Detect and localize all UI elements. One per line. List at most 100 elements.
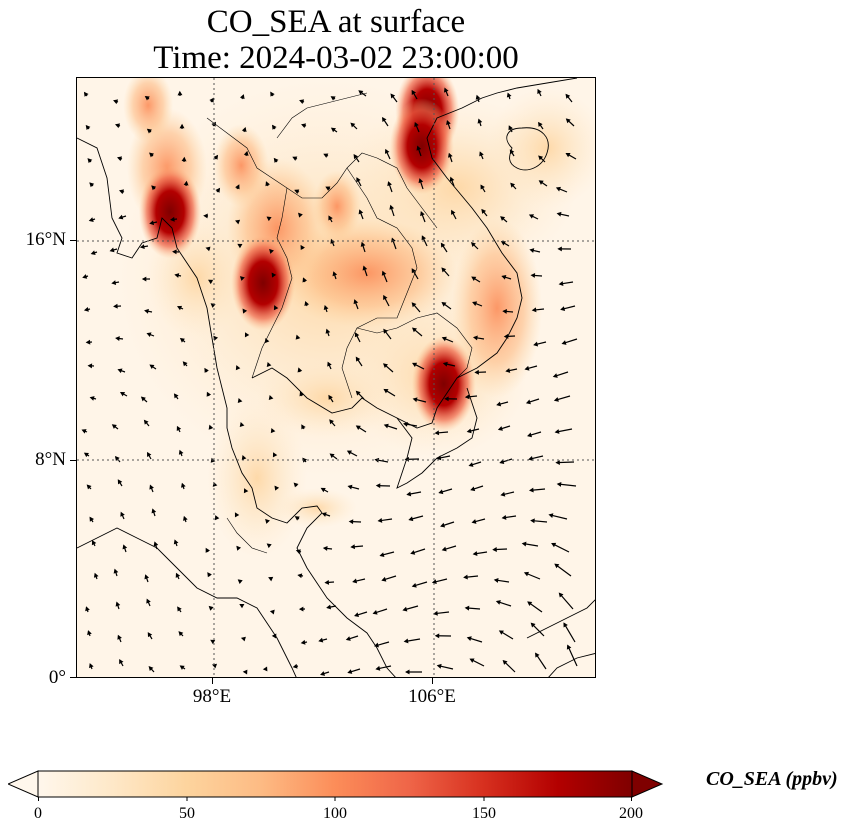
wind-arrow-head (548, 513, 554, 518)
wind-arrow-head (441, 302, 447, 307)
wind-arrow-head (264, 338, 270, 344)
co-hotspot (231, 234, 296, 331)
wind-arrow-head (297, 367, 303, 373)
wind-arrow-head (272, 124, 277, 130)
wind-arrow-head (91, 540, 97, 546)
wind-arrow-head (347, 669, 353, 674)
wind-arrow (567, 645, 578, 667)
wind-arrow-head (115, 601, 121, 607)
wind-arrow-head (500, 241, 506, 246)
wind-arrow-head (535, 652, 540, 658)
wind-arrow-head (298, 606, 304, 612)
wind-arrow-head (114, 455, 120, 461)
wind-arrow-head (82, 274, 88, 279)
wind-arrow-head (117, 368, 123, 374)
wind-arrow-head (170, 216, 175, 222)
wind-arrow-head (354, 332, 360, 338)
wind-arrow-head (358, 209, 364, 215)
lat-label-16n: 16°N (25, 229, 66, 250)
wind-arrow-head (406, 491, 412, 497)
wind-arrow-head (464, 394, 470, 400)
map-canvas (77, 78, 595, 677)
wind-arrow-head (373, 642, 379, 648)
wind-arrow-head (147, 451, 152, 457)
wind-arrow-head (88, 217, 94, 222)
wind-arrow-head (552, 373, 558, 378)
wind-arrow-head (474, 369, 479, 375)
wind-arrow-head (530, 518, 535, 524)
wind-arrow-head (565, 93, 571, 99)
wind-arrow-head (449, 176, 455, 182)
wind-arrow-head (122, 544, 128, 550)
wind-arrow-head (499, 459, 505, 464)
wind-arrow-head (557, 246, 562, 252)
wind-arrow-head (266, 216, 272, 222)
wind-arrow-head (355, 425, 361, 430)
wind-arrow-head (403, 638, 409, 644)
wind-arrow-head (403, 421, 408, 427)
wind-arrow-head (411, 327, 417, 333)
wind-arrow-head (433, 610, 438, 616)
wind-arrow-head (179, 665, 185, 670)
wind-arrow-head (242, 669, 248, 675)
wind-arrow-head (556, 211, 562, 217)
lat-tick (70, 677, 76, 678)
wind-arrow-head (389, 204, 395, 210)
wind-arrow-head (149, 364, 155, 370)
wind-arrow-head (347, 484, 353, 490)
title-time: Time: 2024-03-02 23:00:00 (153, 40, 519, 76)
wind-arrow-head (501, 274, 507, 280)
wind-arrow-head (509, 149, 515, 155)
wind-arrow-head (177, 90, 183, 96)
wind-arrow-head (81, 429, 87, 434)
wind-arrow-head (506, 92, 512, 98)
wind-arrow-head (508, 125, 513, 131)
wind-arrow-head (538, 180, 544, 185)
co-hotspot (312, 170, 362, 243)
wind-arrow-head (332, 271, 338, 277)
wind-arrow-head (274, 485, 280, 491)
wind-arrow-head (471, 276, 477, 281)
wind-arrow-head (240, 636, 246, 642)
wind-arrow-head (510, 182, 516, 188)
wind-arrow-head (300, 244, 305, 251)
wind-arrow-head (379, 552, 385, 558)
wind-arrow-head (206, 391, 212, 397)
wind-arrow-head (146, 128, 152, 134)
wind-arrow-head (505, 368, 511, 373)
map-title: CO_SEA at surface Time: 2024-03-02 23:00… (76, 4, 596, 76)
wind-arrow-head (418, 178, 424, 184)
wind-arrow-head (381, 270, 387, 276)
wind-arrow-head (173, 393, 179, 399)
wind-arrow-head (496, 401, 502, 407)
wind-arrow-head (89, 663, 94, 669)
wind-arrow-head (350, 544, 356, 550)
wind-arrow-head (178, 449, 184, 455)
wind-arrow-head (148, 666, 154, 672)
wind-arrow-head (492, 547, 497, 552)
wind-arrow-head (243, 488, 249, 494)
wind-arrow-head (468, 462, 474, 467)
wind-arrow-head (318, 637, 324, 643)
wind-arrow-head (533, 341, 539, 347)
wind-arrow-head (531, 307, 537, 313)
wind-arrow-head (302, 277, 308, 283)
coastlines (77, 78, 595, 677)
wind-arrow-head (179, 337, 185, 343)
wind-arrow-head (300, 639, 306, 645)
wind-arrow-head (205, 547, 210, 553)
wind-arrow-head (566, 644, 572, 650)
wind-arrow-head (151, 185, 157, 191)
wind-arrow-head (270, 428, 276, 434)
wind-arrow-head (183, 515, 188, 521)
wind-arrow-head (384, 148, 390, 154)
wind-arrow-head (555, 460, 560, 465)
wind-arrow-head (551, 542, 557, 548)
wind-arrow-head (139, 244, 145, 250)
wind-arrow-head (215, 187, 221, 193)
wind-arrow-head (440, 242, 446, 248)
wind-arrow-head (530, 273, 536, 278)
wind-arrow-head (149, 220, 155, 226)
wind-arrow-head (481, 208, 487, 214)
wind-arrow-head (111, 424, 117, 429)
